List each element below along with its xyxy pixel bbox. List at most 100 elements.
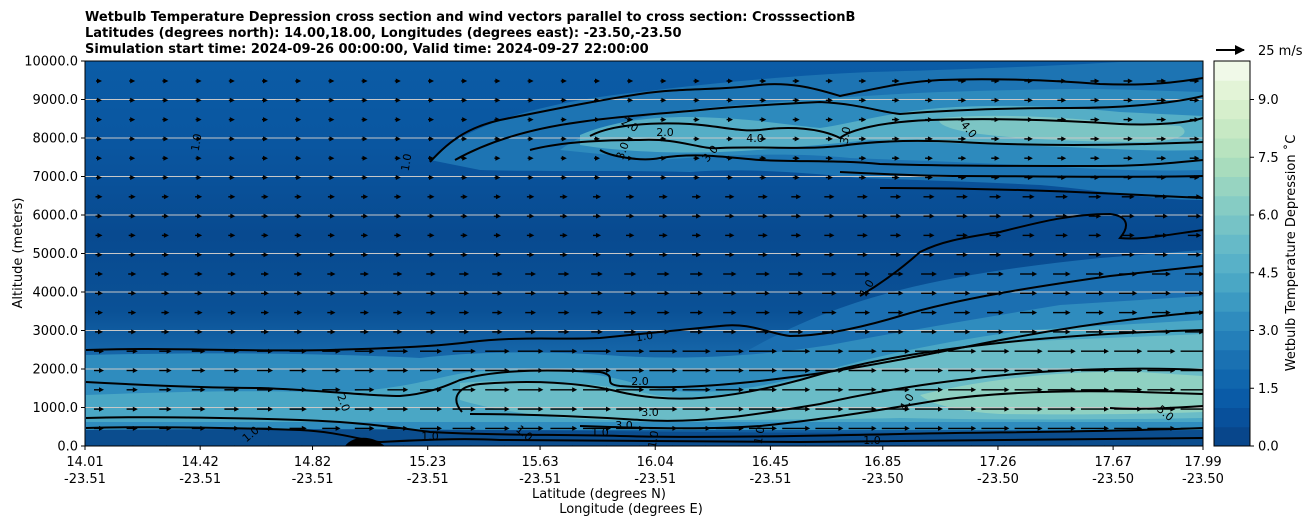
- wind-vector: [624, 271, 637, 277]
- wind-vector: [925, 97, 933, 103]
- y-tick-label: 7000.0: [33, 170, 79, 185]
- wind-vector: [958, 117, 967, 123]
- contour-line: [85, 311, 1203, 398]
- wind-vector: [1014, 348, 1043, 354]
- colorbar-segment: [1214, 61, 1250, 81]
- wind-vector: [660, 175, 667, 180]
- wind-vector: [289, 406, 307, 412]
- wind-vector: [715, 368, 744, 373]
- wind-vector: [394, 78, 401, 84]
- wind-vector: [128, 232, 136, 238]
- wind-vector: [295, 175, 302, 180]
- wind-vector: [426, 290, 436, 296]
- wind-vector: [822, 271, 837, 277]
- wind-vector: [460, 194, 468, 200]
- wind-vector: [354, 387, 375, 393]
- wind-vector: [257, 387, 273, 393]
- wind-vector: [1187, 252, 1202, 258]
- wind-vector: [956, 194, 968, 200]
- colorbar-segment: [1214, 311, 1250, 331]
- wind-vector: [792, 155, 800, 161]
- wind-vector: [782, 348, 811, 354]
- colorbar-tick-label: 9.0: [1258, 93, 1279, 108]
- wind-vector: [560, 155, 567, 161]
- x-tick-label-lat: 16.04: [637, 455, 674, 470]
- y-axis-label: Altitude (meters): [11, 198, 26, 309]
- wind-vector: [1020, 290, 1038, 296]
- wind-vector: [191, 406, 206, 412]
- wind-vector: [1180, 427, 1203, 430]
- colorbar-segment: [1214, 292, 1250, 312]
- wind-vector: [227, 329, 236, 335]
- wind-vector: [682, 348, 711, 354]
- wind-vector: [228, 97, 235, 103]
- wind-vector: [660, 97, 667, 103]
- wind-vector: [692, 252, 702, 258]
- wind-vector: [1020, 329, 1038, 335]
- wind-vector: [1152, 271, 1171, 277]
- colorbar-segment: [1214, 138, 1250, 158]
- wind-vector: [1053, 310, 1071, 316]
- wind-vector: [1088, 252, 1102, 258]
- wind-vector: [756, 329, 770, 335]
- wind-vector: [1114, 368, 1143, 373]
- wind-vector: [162, 97, 169, 103]
- wind-vector: [295, 117, 302, 123]
- wind-vector: [294, 310, 303, 316]
- wind-vector: [95, 290, 103, 296]
- wind-vector: [262, 97, 268, 103]
- wind-vector: [1119, 329, 1138, 335]
- wind-vector: [890, 213, 902, 219]
- wind-vector: [659, 194, 668, 200]
- contour-line: [429, 77, 1203, 163]
- x-tick-label-lat: 16.85: [864, 455, 901, 470]
- wind-vector: [95, 232, 103, 238]
- wind-vector: [981, 425, 1010, 431]
- wind-vector: [1154, 194, 1168, 200]
- wind-vector: [848, 425, 877, 431]
- wind-vector: [224, 406, 240, 412]
- wind-vector: [759, 155, 767, 161]
- wind-vector: [459, 290, 470, 296]
- wind-vector: [583, 368, 611, 373]
- wind-vector: [981, 368, 1010, 373]
- wind-vector: [461, 155, 468, 161]
- wind-vector: [420, 348, 442, 354]
- wind-vector: [162, 155, 169, 161]
- wind-vector: [1086, 329, 1104, 335]
- wind-vector: [1014, 368, 1043, 373]
- wind-vector: [989, 232, 1002, 238]
- wind-vector: [891, 136, 900, 142]
- wind-vector: [1047, 348, 1076, 354]
- wind-vector: [159, 425, 172, 431]
- wind-vector: [824, 232, 835, 238]
- wind-vector: [649, 406, 678, 412]
- wind-vector: [756, 310, 770, 316]
- wind-vector: [328, 155, 335, 161]
- wind-vector: [195, 252, 203, 258]
- wind-vector: [848, 348, 877, 354]
- contour-line: [589, 117, 1203, 140]
- wind-vector: [583, 387, 611, 393]
- wind-vector: [559, 213, 568, 219]
- wind-vector: [460, 232, 468, 238]
- wind-vector: [492, 271, 503, 277]
- wind-vector: [692, 213, 702, 219]
- wind-vector: [195, 232, 203, 238]
- colorbar-label: Wetbulb Temperature Depression ˚C: [1283, 135, 1299, 372]
- wind-vector: [452, 368, 476, 373]
- wind-vector: [162, 136, 169, 142]
- wind-vector: [294, 290, 303, 296]
- contour-label: 1.0: [635, 329, 654, 345]
- wind-vector: [1047, 406, 1076, 412]
- wind-vector: [692, 232, 702, 238]
- wind-vector: [1090, 117, 1100, 123]
- wind-vector: [921, 310, 937, 316]
- wind-vector: [560, 117, 567, 123]
- wind-vector: [289, 425, 307, 431]
- wind-vector: [129, 78, 136, 84]
- wind-vector: [627, 97, 634, 103]
- wind-vector: [1055, 194, 1068, 200]
- terrain: [345, 437, 386, 446]
